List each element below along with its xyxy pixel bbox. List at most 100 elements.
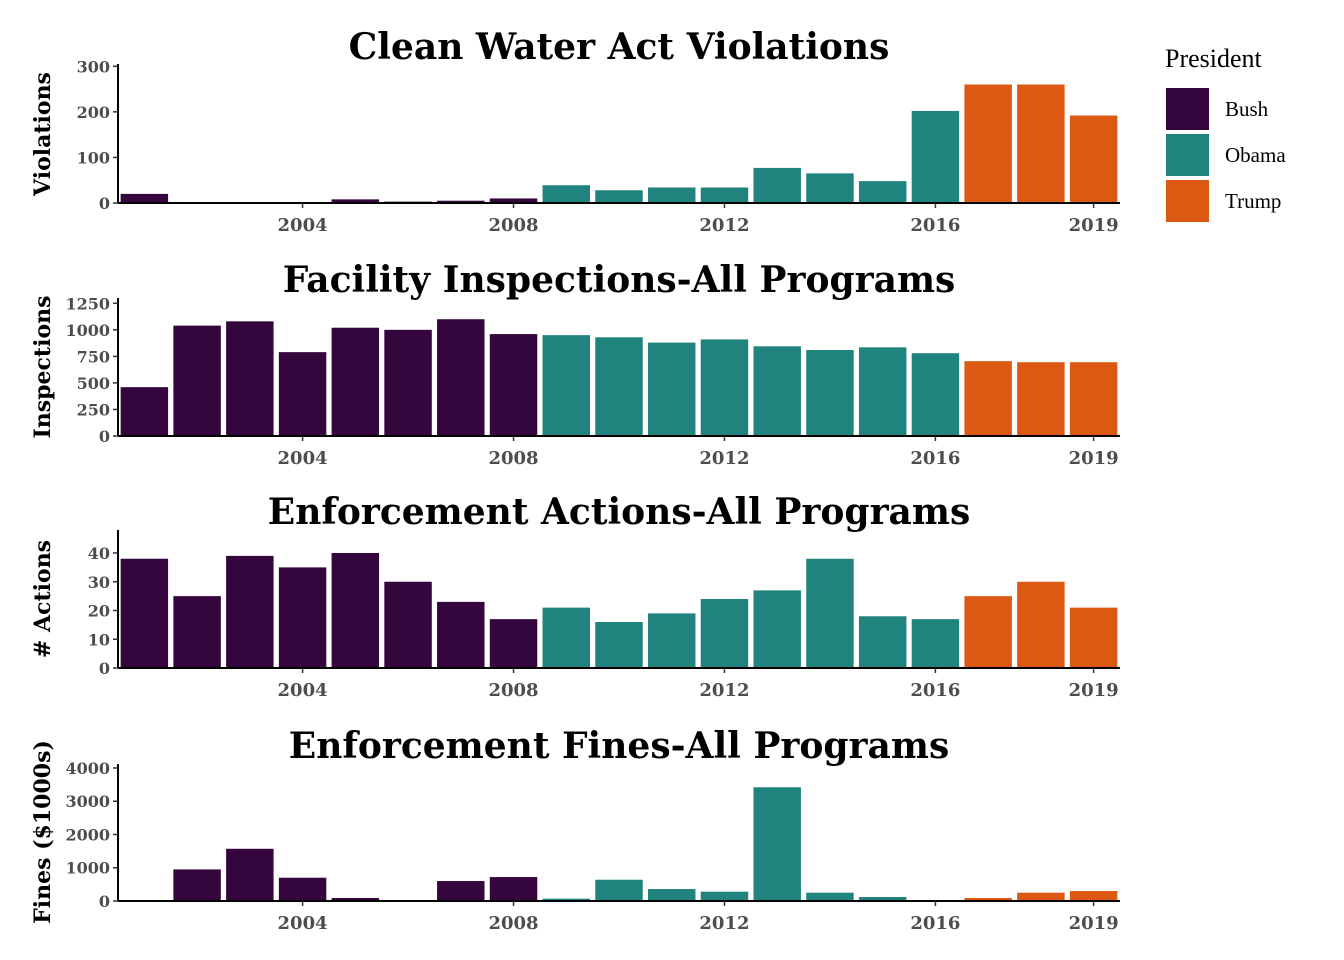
bar [173, 325, 221, 436]
y-tick-label: 1000 [65, 321, 110, 340]
legend-swatch [1166, 134, 1209, 176]
y-tick-label: 30 [88, 573, 110, 592]
legend-label: Obama [1225, 143, 1286, 167]
x-tick-label: 2012 [699, 680, 749, 701]
bar [595, 879, 643, 901]
bar [331, 327, 380, 436]
x-tick-label: 2012 [699, 448, 749, 469]
y-tick-label: 4000 [65, 759, 110, 778]
y-tick-label: 20 [88, 602, 110, 621]
bar [489, 619, 538, 669]
x-tick-label: 2019 [1069, 448, 1119, 469]
y-tick-label: 300 [77, 57, 110, 76]
bar [226, 321, 274, 436]
bar [437, 601, 485, 669]
y-tick-label: 0 [99, 659, 110, 678]
bar [911, 353, 960, 436]
legend-label: Bush [1225, 97, 1269, 121]
chart-title: Facility Inspections-All Programs [283, 259, 956, 301]
bar [173, 596, 221, 669]
bar [964, 84, 1012, 203]
legend: President Bush Obama Trump [1165, 44, 1286, 222]
y-tick-label: 0 [99, 892, 110, 911]
legend-items: Bush Obama Trump [1166, 88, 1286, 222]
bar [278, 352, 327, 436]
y-tick-label: 0 [99, 194, 110, 213]
bar [648, 187, 696, 203]
x-tick-label: 2012 [699, 913, 749, 934]
x-tick-label: 2004 [278, 215, 328, 236]
legend-label: Trump [1225, 189, 1281, 213]
y-tick-label: 100 [77, 148, 110, 167]
bar [1069, 362, 1118, 436]
bar [120, 387, 169, 436]
bar [911, 619, 960, 669]
bar [964, 361, 1012, 436]
bar [595, 337, 643, 436]
chart-panel: 0 100 200 300 2004 2008 2012 2016 2019 Clean Wate… [30, 26, 1120, 236]
bar [489, 198, 538, 203]
bar [120, 558, 169, 668]
bar [437, 881, 485, 901]
legend-title: President [1165, 44, 1263, 73]
bar [1017, 892, 1065, 901]
y-tick-label: 250 [77, 400, 110, 419]
bar [1017, 362, 1065, 436]
bar [806, 892, 854, 901]
chart-title: Clean Water Act Violations [349, 26, 890, 68]
bar [542, 335, 590, 436]
x-tick-label: 2019 [1069, 215, 1119, 236]
bar [911, 110, 960, 203]
bar [753, 787, 801, 901]
y-tick-label: 750 [77, 347, 110, 366]
bar [1069, 115, 1118, 203]
bar [542, 185, 590, 203]
bar [753, 167, 801, 203]
bar [1069, 607, 1118, 669]
bar [648, 342, 696, 436]
y-tick-label: 3000 [65, 792, 110, 811]
bar [964, 596, 1012, 669]
bar [331, 898, 380, 901]
bar [1017, 84, 1065, 203]
bar [595, 190, 643, 203]
bar [700, 339, 749, 436]
bar [858, 616, 907, 668]
x-tick-label: 2008 [488, 448, 538, 469]
y-axis-label: Inspections [30, 295, 56, 438]
y-tick-label: 200 [77, 103, 110, 122]
bar [437, 319, 485, 436]
bar [1017, 581, 1065, 668]
bar [648, 613, 696, 669]
y-tick-label: 40 [88, 544, 110, 563]
bar [753, 590, 801, 669]
x-tick-label: 2004 [278, 680, 328, 701]
bar [542, 607, 590, 669]
bar [542, 898, 590, 901]
bar [700, 187, 749, 203]
bar [489, 877, 538, 901]
bar [173, 869, 221, 901]
legend-swatch [1166, 88, 1209, 130]
y-axis-label: Violations [30, 72, 56, 197]
y-tick-label: 1000 [65, 859, 110, 878]
chart-panel: 0 1000 2000 3000 4000 2004 2008 2012 2016 2019 Enf… [30, 725, 1120, 934]
bar [226, 555, 274, 669]
chart-panel: 0 250 500 750 1000 1250 2004 2008 2012 2016 2019 Fa… [30, 259, 1120, 469]
bar [858, 347, 907, 436]
bar [700, 599, 749, 668]
bar [700, 891, 749, 901]
bar [437, 200, 485, 203]
y-tick-label: 0 [99, 427, 110, 446]
bar [858, 181, 907, 203]
bar [806, 350, 854, 436]
chart-title: Enforcement Actions-All Programs [268, 491, 970, 533]
bar [806, 558, 854, 668]
bar [278, 877, 327, 901]
x-tick-label: 2019 [1069, 913, 1119, 934]
bar [331, 199, 380, 203]
x-tick-label: 2008 [488, 680, 538, 701]
